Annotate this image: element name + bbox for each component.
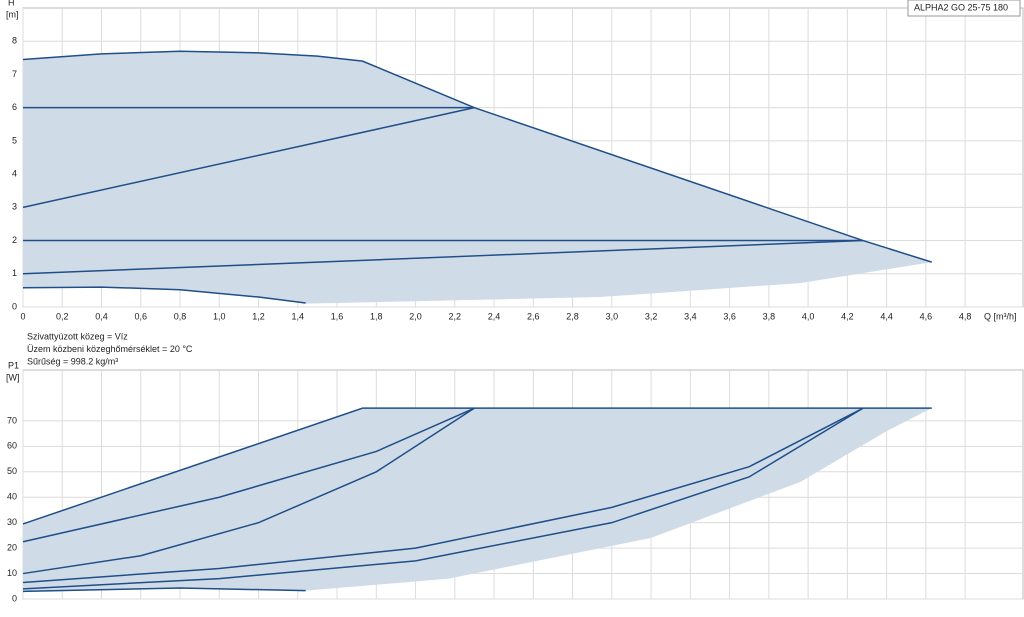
x-tick-label: 1,2 <box>252 311 265 321</box>
x-tick-label: 2,0 <box>409 311 422 321</box>
y-tick-label: 7 <box>12 69 17 79</box>
annotation: Szivattyúzott közeg = Víz <box>27 331 128 341</box>
x-tick-label: 3,8 <box>763 311 776 321</box>
curve <box>22 407 864 590</box>
y-tick-label: 40 <box>7 492 17 502</box>
y-tick-label: 30 <box>7 517 17 527</box>
x-tick-label: 4,2 <box>841 311 854 321</box>
x-tick-label: 0,8 <box>174 311 187 321</box>
x-tick-label: 1,8 <box>370 311 383 321</box>
y-axis-label: [W] <box>6 372 20 382</box>
x-tick-label: 0,6 <box>135 311 148 321</box>
curve <box>22 106 475 209</box>
operating-area <box>23 408 932 592</box>
curve <box>22 407 475 575</box>
x-axis-label: Q [m³/h] <box>984 311 1017 321</box>
curve <box>22 407 475 543</box>
x-tick-label: 1,6 <box>331 311 344 321</box>
curve <box>22 587 306 593</box>
curve <box>22 407 932 525</box>
x-tick-label: 1,4 <box>292 311 305 321</box>
x-tick-label: 2,4 <box>488 311 501 321</box>
x-tick-label: 4,8 <box>959 311 972 321</box>
y-tick-label: 5 <box>12 135 17 145</box>
y-tick-label: 4 <box>12 168 17 178</box>
x-tick-label: 2,6 <box>527 311 540 321</box>
y-axis-label: P1 <box>8 360 19 370</box>
y-tick-label: 70 <box>7 415 17 425</box>
annotation: Üzem közbeni közeghőmérséklet = 20 °C <box>27 344 193 354</box>
curve <box>22 50 932 263</box>
y-axis-label: H <box>8 0 15 7</box>
x-tick-label: 0,2 <box>56 311 69 321</box>
y-axis-label: [m] <box>6 9 19 19</box>
x-tick-label: 0,4 <box>95 311 108 321</box>
y-tick-label: 6 <box>12 102 17 112</box>
x-tick-label: 3,0 <box>606 311 619 321</box>
curve <box>22 239 864 275</box>
x-tick-label: 0 <box>20 311 25 321</box>
x-tick-label: 1,0 <box>213 311 226 321</box>
y-tick-label: 50 <box>7 466 17 476</box>
title-box <box>907 0 1021 17</box>
y-tick-label: 20 <box>7 542 17 552</box>
y-tick-label: 0 <box>12 593 17 603</box>
annotation: Sűrűség = 998.2 kg/m³ <box>27 356 118 366</box>
y-tick-label: 3 <box>12 202 17 212</box>
x-tick-label: 3,2 <box>645 311 658 321</box>
chart-title: ALPHA2 GO 25-75 180 <box>914 2 1008 12</box>
y-tick-label: 0 <box>12 301 17 311</box>
x-tick-label: 3,4 <box>684 311 697 321</box>
curve <box>22 407 864 584</box>
y-tick-label: 1 <box>12 268 17 278</box>
x-tick-label: 2,8 <box>566 311 579 321</box>
y-tick-label: 60 <box>7 441 17 451</box>
x-tick-label: 4,6 <box>920 311 933 321</box>
y-tick-label: 2 <box>12 235 17 245</box>
x-tick-label: 2,2 <box>449 311 462 321</box>
y-tick-label: 8 <box>12 36 17 46</box>
x-tick-label: 4,0 <box>802 311 815 321</box>
x-tick-label: 3,6 <box>723 311 736 321</box>
y-tick-label: 10 <box>7 568 17 578</box>
curve <box>22 286 306 304</box>
x-tick-label: 4,4 <box>880 311 893 321</box>
